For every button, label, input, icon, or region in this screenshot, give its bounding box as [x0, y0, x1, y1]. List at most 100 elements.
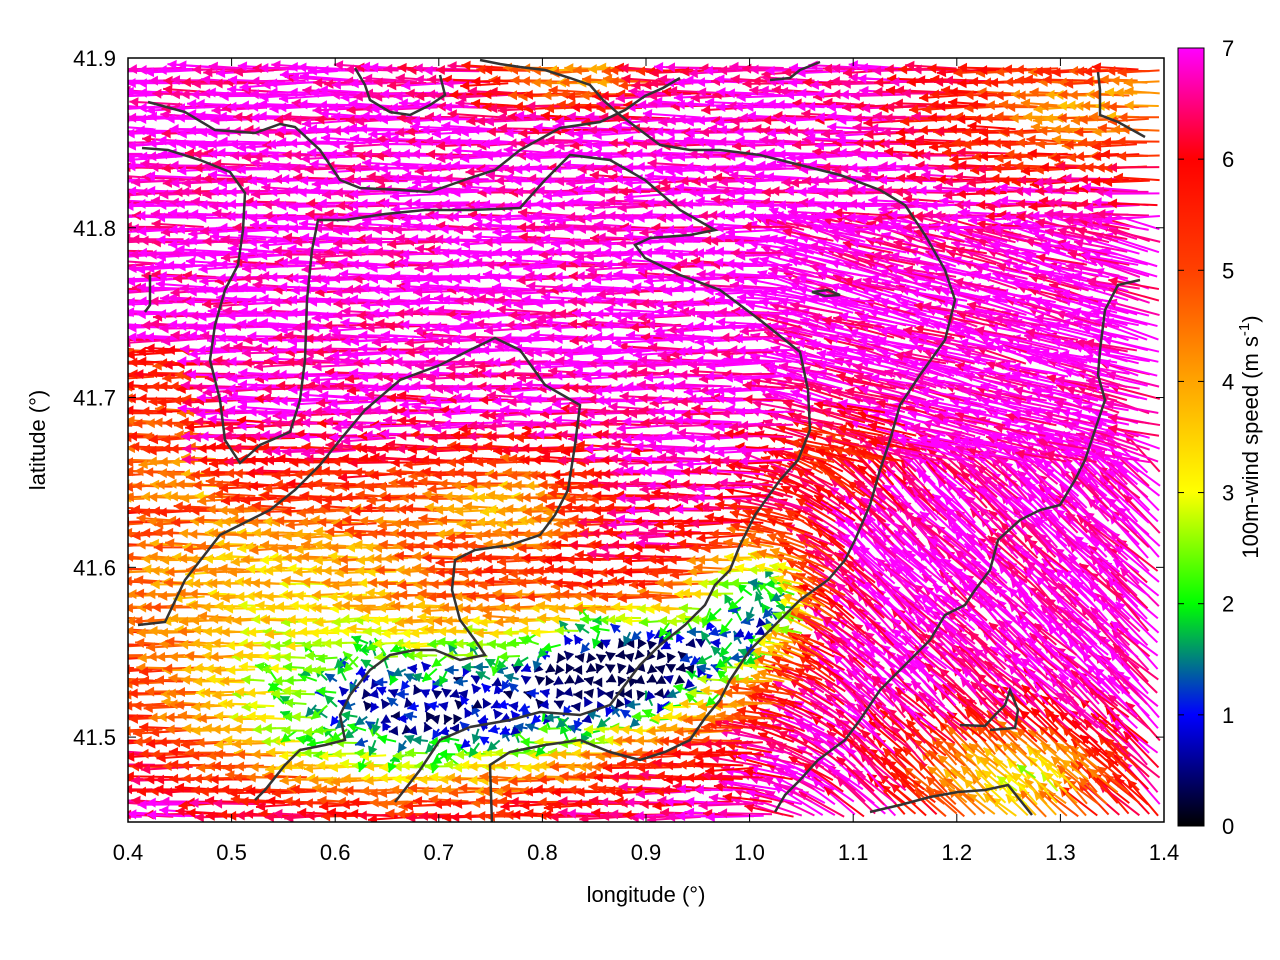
wind-arrow-head [118, 654, 127, 664]
wind-arrow [943, 777, 975, 803]
wind-arrow-head [327, 785, 338, 795]
wind-arrow-head [118, 775, 127, 785]
wind-arrow-head [357, 810, 367, 821]
wind-arrow-head [103, 700, 112, 710]
wind-arrow-head [629, 812, 639, 822]
wind-arrow [128, 771, 174, 782]
wind-arrow-head [160, 796, 170, 807]
wind-arrow-head [108, 667, 117, 677]
wind-arrow-head [90, 662, 99, 672]
wind-arrow [694, 784, 752, 795]
wind-arrow [926, 765, 956, 791]
wind-arrow [966, 792, 996, 815]
wind-arrow-shaft [708, 796, 764, 806]
wind-arrow-head [388, 796, 398, 807]
wind-arrow-head [622, 810, 632, 821]
wind-arrow-head [340, 799, 350, 810]
wind-arrow-head [943, 777, 955, 788]
wind-arrow-head [385, 808, 395, 819]
wind-arrow-head [319, 801, 329, 812]
wind-arrow-head [1113, 754, 1124, 765]
wind-arrow-shaft [724, 780, 783, 792]
wind-arrow-head [488, 797, 498, 808]
wind-arrow-head [174, 782, 185, 793]
wind-arrow-head [246, 772, 256, 783]
wind-arrow-head [101, 797, 110, 807]
wind-arrow-head [303, 798, 313, 809]
wind-arrow-head [255, 801, 266, 812]
wind-arrow-head [452, 798, 463, 809]
wind-arrow-head [317, 795, 327, 806]
wind-arrow-head [458, 783, 468, 794]
wind-arrow [722, 792, 772, 803]
wind-arrow-head [509, 796, 519, 807]
wind-arrow-head [297, 807, 307, 818]
wind-arrow-head [442, 812, 452, 822]
wind-arrow-head [209, 774, 219, 785]
wind-arrow-head [344, 785, 354, 796]
wind-arrow-head [264, 812, 274, 822]
wind-arrow-head [573, 798, 583, 809]
wind-arrow-head [575, 787, 585, 798]
wind-arrow-head [104, 675, 113, 685]
wind-arrow-head [271, 788, 282, 799]
wind-arrow-head [99, 667, 108, 677]
wind-arrow [746, 788, 803, 806]
wind-arrow-head [599, 797, 609, 808]
wind-arrow-head [419, 786, 429, 797]
wind-arrow-head [474, 786, 485, 797]
wind-arrow-shaft [128, 714, 153, 717]
wind-arrow-head [661, 784, 671, 795]
wind-arrow-head [428, 794, 438, 805]
wind-arrow [128, 764, 133, 767]
wind-arrows [74, 59, 1161, 822]
wind-arrow [441, 784, 479, 795]
wind-arrow [717, 808, 773, 819]
wind-arrow-head [94, 714, 103, 724]
wind-arrow-head [448, 787, 459, 798]
wind-arrow-head [744, 802, 755, 813]
wind-arrow-head [412, 796, 423, 807]
wind-arrow-shaft [807, 768, 855, 803]
wind-arrow-shaft [764, 790, 815, 817]
wind-arrow-head [406, 812, 416, 822]
wind-arrow-head [88, 773, 97, 783]
wind-arrow-head [115, 651, 124, 661]
wind-arrow-head [659, 807, 670, 818]
wind-arrow-head [128, 726, 131, 737]
wind-arrow [209, 774, 256, 785]
wind-arrow-head [326, 807, 337, 818]
wind-arrow-head [112, 673, 121, 683]
wind-arrow-head [264, 771, 274, 782]
wind-arrow-head [708, 793, 719, 804]
wind-arrow-head [441, 797, 451, 808]
wind-arrow-head [634, 810, 644, 821]
wind-arrow-head [163, 787, 173, 798]
wind-arrow-head [102, 759, 111, 769]
wind-arrow-head [523, 786, 534, 797]
wind-arrow-head [220, 784, 230, 795]
wind-arrow-head [82, 783, 91, 793]
wind-arrow-head [244, 808, 254, 819]
wind-arrow [458, 783, 500, 794]
wind-arrow-head [775, 767, 786, 777]
wind-arrow-head [639, 799, 649, 810]
wind-arrow-head [543, 802, 554, 813]
wind-arrow-head [105, 687, 114, 697]
wind-arrow-head [476, 795, 486, 806]
wind-arrow [82, 783, 134, 793]
wind-arrow-head [676, 783, 686, 794]
wind-arrow-head [635, 788, 646, 799]
wind-arrow-head [101, 786, 110, 796]
wind-arrow-shaft [128, 812, 132, 816]
wind-arrow-head [360, 785, 370, 796]
wind-arrow-head [106, 710, 115, 720]
wind-arrow-head [367, 814, 378, 822]
wind-arrow-head [549, 811, 559, 822]
wind-arrow-head [722, 792, 733, 803]
wind-arrow-shaft [128, 789, 134, 792]
wind-arrow-head [74, 806, 83, 816]
wind-arrow-head [613, 788, 623, 798]
wind-arrow-head [175, 806, 185, 817]
wind-arrow-head [204, 795, 215, 806]
